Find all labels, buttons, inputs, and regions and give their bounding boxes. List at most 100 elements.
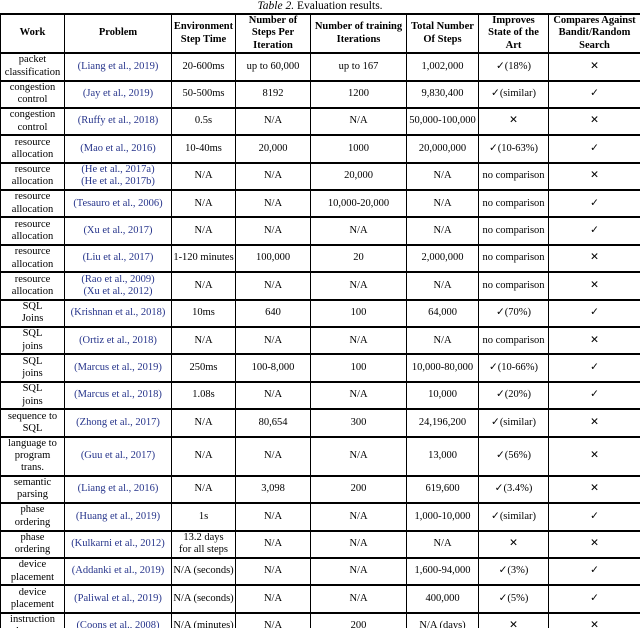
citation-link[interactable]: (Addanki et al., 2019) [71, 565, 165, 577]
improves-sota-cell: ✓(5%) [478, 584, 549, 614]
citation-link[interactable]: (Zhong et al., 2017) [76, 416, 160, 428]
env-step-time-cell: N/A (minutes) [171, 611, 236, 628]
problem-cell: (Guu et al., 2017) [64, 435, 172, 477]
improves-sota-cell: ✓(similar) [478, 79, 549, 109]
steps-per-iteration-cell: N/A [235, 380, 311, 411]
citation-link[interactable]: (Marcus et al., 2018) [74, 389, 162, 401]
env-step-time-cell: 13.2 days for all steps [171, 529, 236, 559]
work-cell: resource allocation [0, 216, 65, 246]
citation-link[interactable]: (Liang et al., 2016) [77, 483, 159, 495]
citation-link[interactable]: (Paliwal et al., 2019) [74, 592, 162, 604]
table-row: device placement (Paliwal et al., 2019) N/… [0, 584, 640, 614]
citation-link[interactable]: (Ruffy et al., 2018) [77, 115, 159, 127]
total-steps-cell: 13,000 [406, 435, 479, 477]
improves-sota-cell: no comparison [478, 216, 549, 246]
total-steps-cell: N/A [406, 189, 479, 219]
table-row: semantic parsing (Liang et al., 2016) N/A 3… [0, 474, 640, 505]
improves-sota-cell: ✓(10-63%) [478, 134, 549, 164]
steps-per-iteration-cell: N/A [235, 326, 311, 356]
citation-link[interactable]: (Xu et al., 2017) [83, 224, 153, 236]
table-row: device placement (Addanki et al., 2019) N/… [0, 556, 640, 587]
steps-per-iteration-cell: 100-8,000 [235, 353, 311, 383]
steps-per-iteration-cell: 20,000 [235, 134, 311, 164]
table-row: resource allocation (He et al., 2017a) (He… [0, 161, 640, 192]
improves-sota-cell: ✕ [478, 106, 549, 137]
training-iterations-cell: 10,000-20,000 [310, 189, 407, 219]
work-cell: instruction placement [0, 611, 65, 628]
compares-bandit-random-cell: ✓ [548, 216, 640, 246]
table-row: packet classification (Liang et al., 2019… [0, 52, 640, 82]
compares-bandit-random-cell: ✕ [548, 474, 640, 505]
improves-sota-cell: ✕ [478, 611, 549, 628]
steps-per-iteration-cell: N/A [235, 584, 311, 614]
work-cell: device placement [0, 584, 65, 614]
problem-cell: (Xu et al., 2017) [64, 216, 172, 246]
improves-sota-cell: ✓(20%) [478, 380, 549, 411]
citation-link[interactable]: (Rao et al., 2009) [81, 273, 155, 285]
steps-per-iteration-cell: N/A [235, 529, 311, 559]
problem-cell: (Huang et al., 2019) [64, 502, 172, 532]
total-steps-cell: N/A [406, 271, 479, 301]
citation-link[interactable]: (He et al., 2017b) [81, 176, 155, 188]
training-iterations-cell: N/A [310, 326, 407, 356]
table-row: phase ordering (Kulkarni et al., 2012) 13.… [0, 529, 640, 559]
steps-per-iteration-cell: 8192 [235, 79, 311, 109]
table-caption-label: Table 2. [257, 0, 295, 12]
col-header-training-iterations: Number of training Iterations [310, 12, 407, 55]
env-step-time-cell: 1.08s [171, 380, 236, 411]
citation-link[interactable]: (Tesauro et al., 2006) [73, 197, 163, 209]
compares-bandit-random-cell: ✓ [548, 298, 640, 329]
citation-link[interactable]: (Jay et al., 2019) [82, 88, 154, 100]
work-cell: phase ordering [0, 529, 65, 559]
citation-link[interactable]: (Marcus et al., 2019) [74, 361, 162, 373]
env-step-time-cell: N/A [171, 326, 236, 356]
total-steps-cell: N/A [406, 161, 479, 192]
env-step-time-cell: 50-500ms [171, 79, 236, 109]
citation-link[interactable]: (Guu et al., 2017) [80, 449, 156, 461]
problem-cell: (Liang et al., 2019) [64, 52, 172, 82]
steps-per-iteration-cell: N/A [235, 216, 311, 246]
problem-cell: (Tesauro et al., 2006) [64, 189, 172, 219]
citation-link[interactable]: (Liang et al., 2019) [77, 60, 159, 72]
compares-bandit-random-cell: ✓ [548, 556, 640, 587]
env-step-time-cell: N/A [171, 435, 236, 477]
problem-cell: (Zhong et al., 2017) [64, 408, 172, 438]
improves-sota-cell: ✓(similar) [478, 408, 549, 438]
improves-sota-cell: ✓(similar) [478, 502, 549, 532]
table-row: congestion control (Ruffy et al., 2018) 0.… [0, 106, 640, 137]
improves-sota-cell: no comparison [478, 161, 549, 192]
total-steps-cell: 1,000-10,000 [406, 502, 479, 532]
steps-per-iteration-cell: up to 60,000 [235, 52, 311, 82]
total-steps-cell: N/A [406, 529, 479, 559]
work-cell: semantic parsing [0, 474, 65, 505]
problem-cell: (Marcus et al., 2018) [64, 380, 172, 411]
col-header-work: Work [0, 12, 65, 55]
work-cell: resource allocation [0, 271, 65, 301]
compares-bandit-random-cell: ✓ [548, 584, 640, 614]
citation-link[interactable]: (Xu et al., 2012) [83, 285, 153, 297]
header-row: Work Problem Environment Step Time Numbe… [0, 12, 640, 55]
steps-per-iteration-cell: N/A [235, 106, 311, 137]
training-iterations-cell: 20 [310, 243, 407, 274]
citation-link[interactable]: (Ortiz et al., 2018) [79, 334, 157, 346]
steps-per-iteration-cell: N/A [235, 435, 311, 477]
citation-link[interactable]: (Mao et al., 2016) [80, 142, 156, 154]
col-header-problem: Problem [64, 12, 172, 55]
work-cell: SQL joins [0, 353, 65, 383]
problem-cell: (Rao et al., 2009) (Xu et al., 2012) [64, 271, 172, 301]
table-row: language to program trans. (Guu et al., 2… [0, 435, 640, 477]
work-cell: congestion control [0, 106, 65, 137]
citation-link[interactable]: (Krishnan et al., 2018) [70, 307, 166, 319]
work-cell: resource allocation [0, 161, 65, 192]
citation-link[interactable]: (He et al., 2017a) [81, 164, 155, 175]
citation-link[interactable]: (Huang et al., 2019) [75, 510, 161, 522]
training-iterations-cell: N/A [310, 584, 407, 614]
citation-link[interactable]: (Liu et al., 2017) [82, 252, 154, 264]
improves-sota-cell: no comparison [478, 271, 549, 301]
table-row: resource allocation (Tesauro et al., 2006… [0, 189, 640, 219]
table-caption-text: Evaluation results. [296, 0, 383, 12]
citation-link[interactable]: (Coons et al., 2008) [76, 620, 160, 628]
compares-bandit-random-cell: ✓ [548, 380, 640, 411]
steps-per-iteration-cell: N/A [235, 189, 311, 219]
citation-link[interactable]: (Kulkarni et al., 2012) [71, 538, 165, 549]
